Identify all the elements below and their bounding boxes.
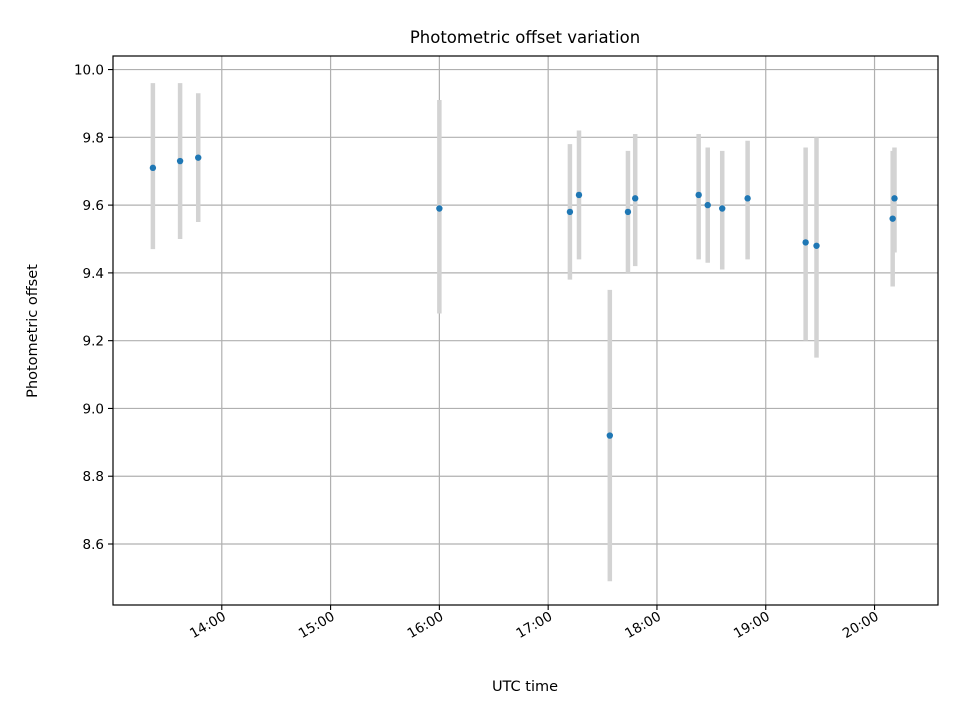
chart-title: Photometric offset variation (410, 28, 640, 47)
data-point (704, 201, 711, 209)
data-point (176, 157, 184, 165)
x-axis-title: UTC time (492, 679, 558, 695)
y-axis-title: Photometric offset (25, 264, 41, 398)
data-point (624, 208, 632, 216)
data-point (889, 215, 896, 222)
y-tick-label: 9.0 (83, 401, 104, 417)
y-tick-label: 9.8 (83, 130, 104, 146)
y-tick-label: 9.2 (83, 334, 104, 350)
data-point (575, 191, 583, 199)
data-point (813, 242, 820, 249)
data-point (695, 191, 702, 199)
data-point (802, 239, 809, 246)
grid-lines (113, 56, 938, 605)
y-tick-label: 9.4 (83, 266, 104, 282)
data-point (195, 154, 202, 161)
data-point (436, 205, 443, 212)
y-tick-label: 8.8 (83, 469, 104, 485)
y-tick-label: 10.0 (74, 63, 104, 79)
data-point (566, 208, 574, 216)
data-points (149, 154, 898, 439)
data-point (719, 205, 726, 212)
plot-area-frame (112, 55, 939, 606)
data-point (744, 195, 751, 202)
y-tick-label: 8.6 (83, 537, 104, 553)
data-point (149, 164, 157, 172)
data-point (891, 195, 898, 202)
data-point (631, 195, 639, 202)
y-axis-ticks: 8.6 8.8 9.0 9.2 9.4 9.6 9.8 10.0 (74, 63, 113, 553)
data-point (606, 432, 614, 439)
y-tick-label: 9.6 (83, 198, 104, 214)
